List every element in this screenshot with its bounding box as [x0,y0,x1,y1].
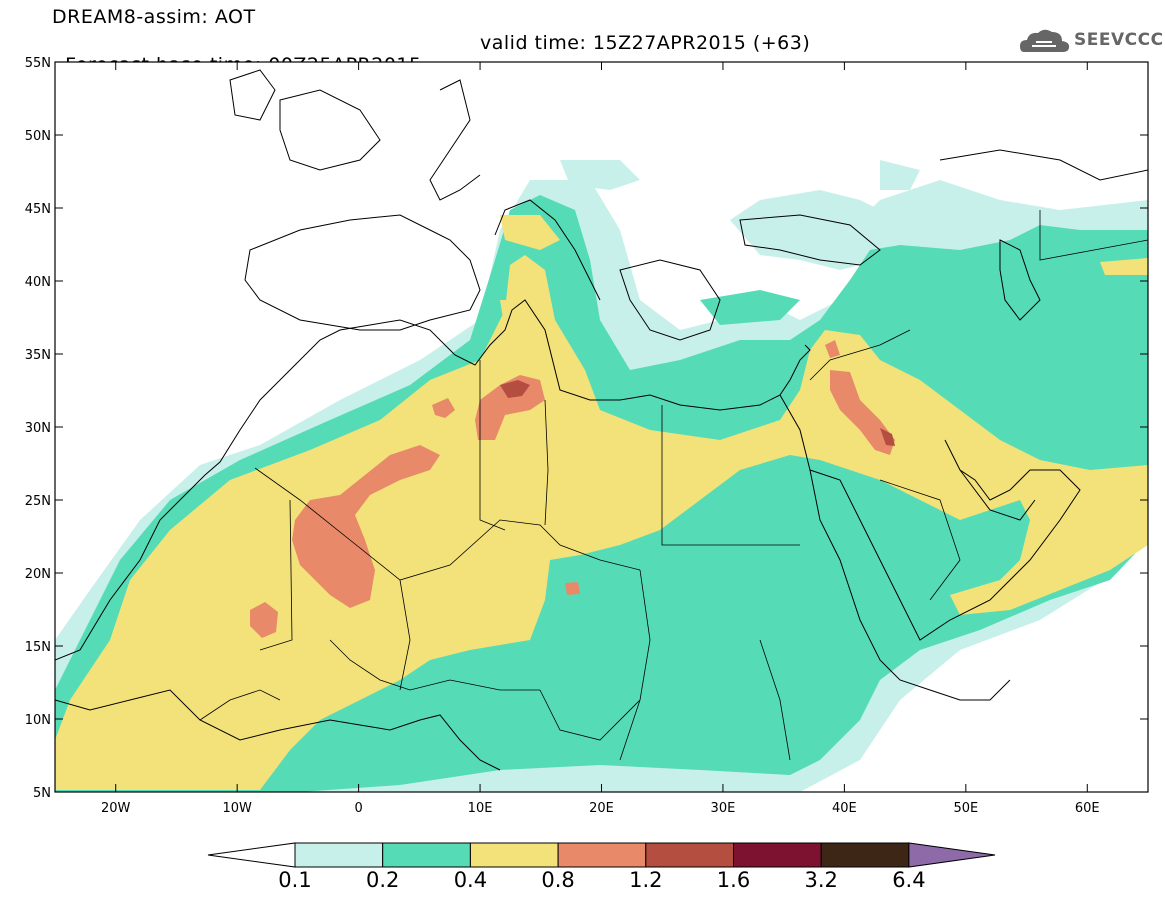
lon-tick-label: 0 [354,801,362,816]
lat-tick-label: 10N [25,713,51,728]
lon-tick-label: 40E [832,801,857,816]
cloud-icon [1020,29,1070,52]
lon-tick-label: 20W [101,801,131,816]
colorbar-label: 1.6 [716,868,751,892]
colorbar-label: 3.2 [804,868,838,892]
lat-tick-label: 50N [25,129,51,144]
colorbar-over-arrow [908,842,996,868]
lon-tick-label: 30E [711,801,736,816]
lat-tick-label: 55N [25,56,51,71]
colorbar-swatch [557,842,647,868]
aot-field [55,62,1148,792]
colorbar-label: 0.1 [278,868,312,892]
lon-tick-label: 10W [222,801,252,816]
lat-tick-label: 45N [25,202,51,217]
lat-tick-label: 25N [25,494,51,509]
lat-tick-label: 30N [25,421,51,436]
colorbar-swatch [382,842,471,868]
lon-tick-label: 20E [589,801,614,816]
lon-tick-label: 60E [1075,801,1100,816]
colorbar [207,842,996,868]
colorbar-swatch [294,842,384,868]
colorbar-swatch [733,842,822,868]
colorbar-label: 0.4 [453,868,488,892]
lat-tick-label: 40N [25,275,51,290]
logo-text: SEEVCCC [1074,30,1164,50]
aot-band-0.4 [55,215,1148,790]
aot-band-0.8 [250,340,895,638]
colorbar-swatch [469,842,559,868]
coastlines [55,69,1148,771]
lat-tick-label: 35N [25,348,51,363]
colorbar-swatch [820,842,910,868]
valid-time: valid time: 15Z27APR2015 (+63) [480,32,811,54]
colorbar-label: 0.2 [365,868,400,892]
colorbar-swatch [645,842,734,868]
lat-tick-label: 20N [25,567,51,582]
chart-title: DREAM8-assim: AOT [52,6,256,28]
lon-tick-label: 10E [468,801,493,816]
colorbar-under-arrow [207,842,296,868]
lon-tick-label: 50E [953,801,978,816]
colorbar-label: 0.8 [541,868,575,892]
colorbar-label: 6.4 [892,868,926,892]
lat-tick-label: 15N [25,640,51,655]
borders [199,210,1148,761]
latitude-axis: 5N 10N 15N 20N 25N 30N 35N 40N 45N 50N 55N [25,56,1148,801]
lat-tick-label: 5N [33,786,51,801]
colorbar-label: 1.2 [629,868,663,892]
aot-band-1.2 [500,380,895,446]
longitude-axis: 20W 10W 0 10E 20E 30E 40E 50E 60E [101,62,1100,816]
